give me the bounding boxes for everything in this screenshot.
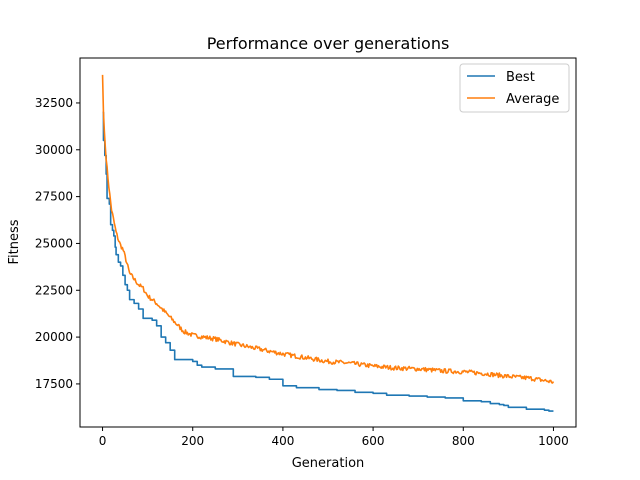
plot-area-frame	[79, 57, 577, 428]
y-axis-label: Fitness	[7, 219, 22, 264]
x-axis-ticks: 0 200 400 600 800 1000	[99, 427, 569, 448]
y-axis-ticks: 17500 20000 22500 25000 27500 30000 32500	[35, 96, 80, 391]
y-tick-label: 27500	[35, 190, 73, 204]
legend-label-average: Average	[506, 92, 559, 107]
x-tick-label: 0	[99, 434, 107, 448]
y-tick-label: 17500	[35, 377, 73, 391]
y-tick-label: 25000	[35, 236, 73, 250]
x-tick-label: 800	[452, 434, 475, 448]
y-tick-label: 22500	[35, 283, 73, 297]
data-lines	[101, 74, 555, 412]
x-tick-label: 600	[362, 434, 385, 448]
x-tick-label: 400	[271, 434, 294, 448]
series-line-average	[101, 74, 555, 384]
x-axis-label: Generation	[292, 456, 365, 471]
legend: Best Average	[459, 63, 570, 113]
y-tick-label: 20000	[35, 330, 73, 344]
legend-label-best: Best	[506, 70, 535, 85]
x-tick-label: 200	[181, 434, 204, 448]
series-line-best	[102, 111, 554, 412]
chart-title: Performance over generations	[207, 34, 450, 53]
x-tick-label: 1000	[538, 434, 569, 448]
y-tick-label: 32500	[35, 96, 73, 110]
y-tick-label: 30000	[35, 143, 73, 157]
